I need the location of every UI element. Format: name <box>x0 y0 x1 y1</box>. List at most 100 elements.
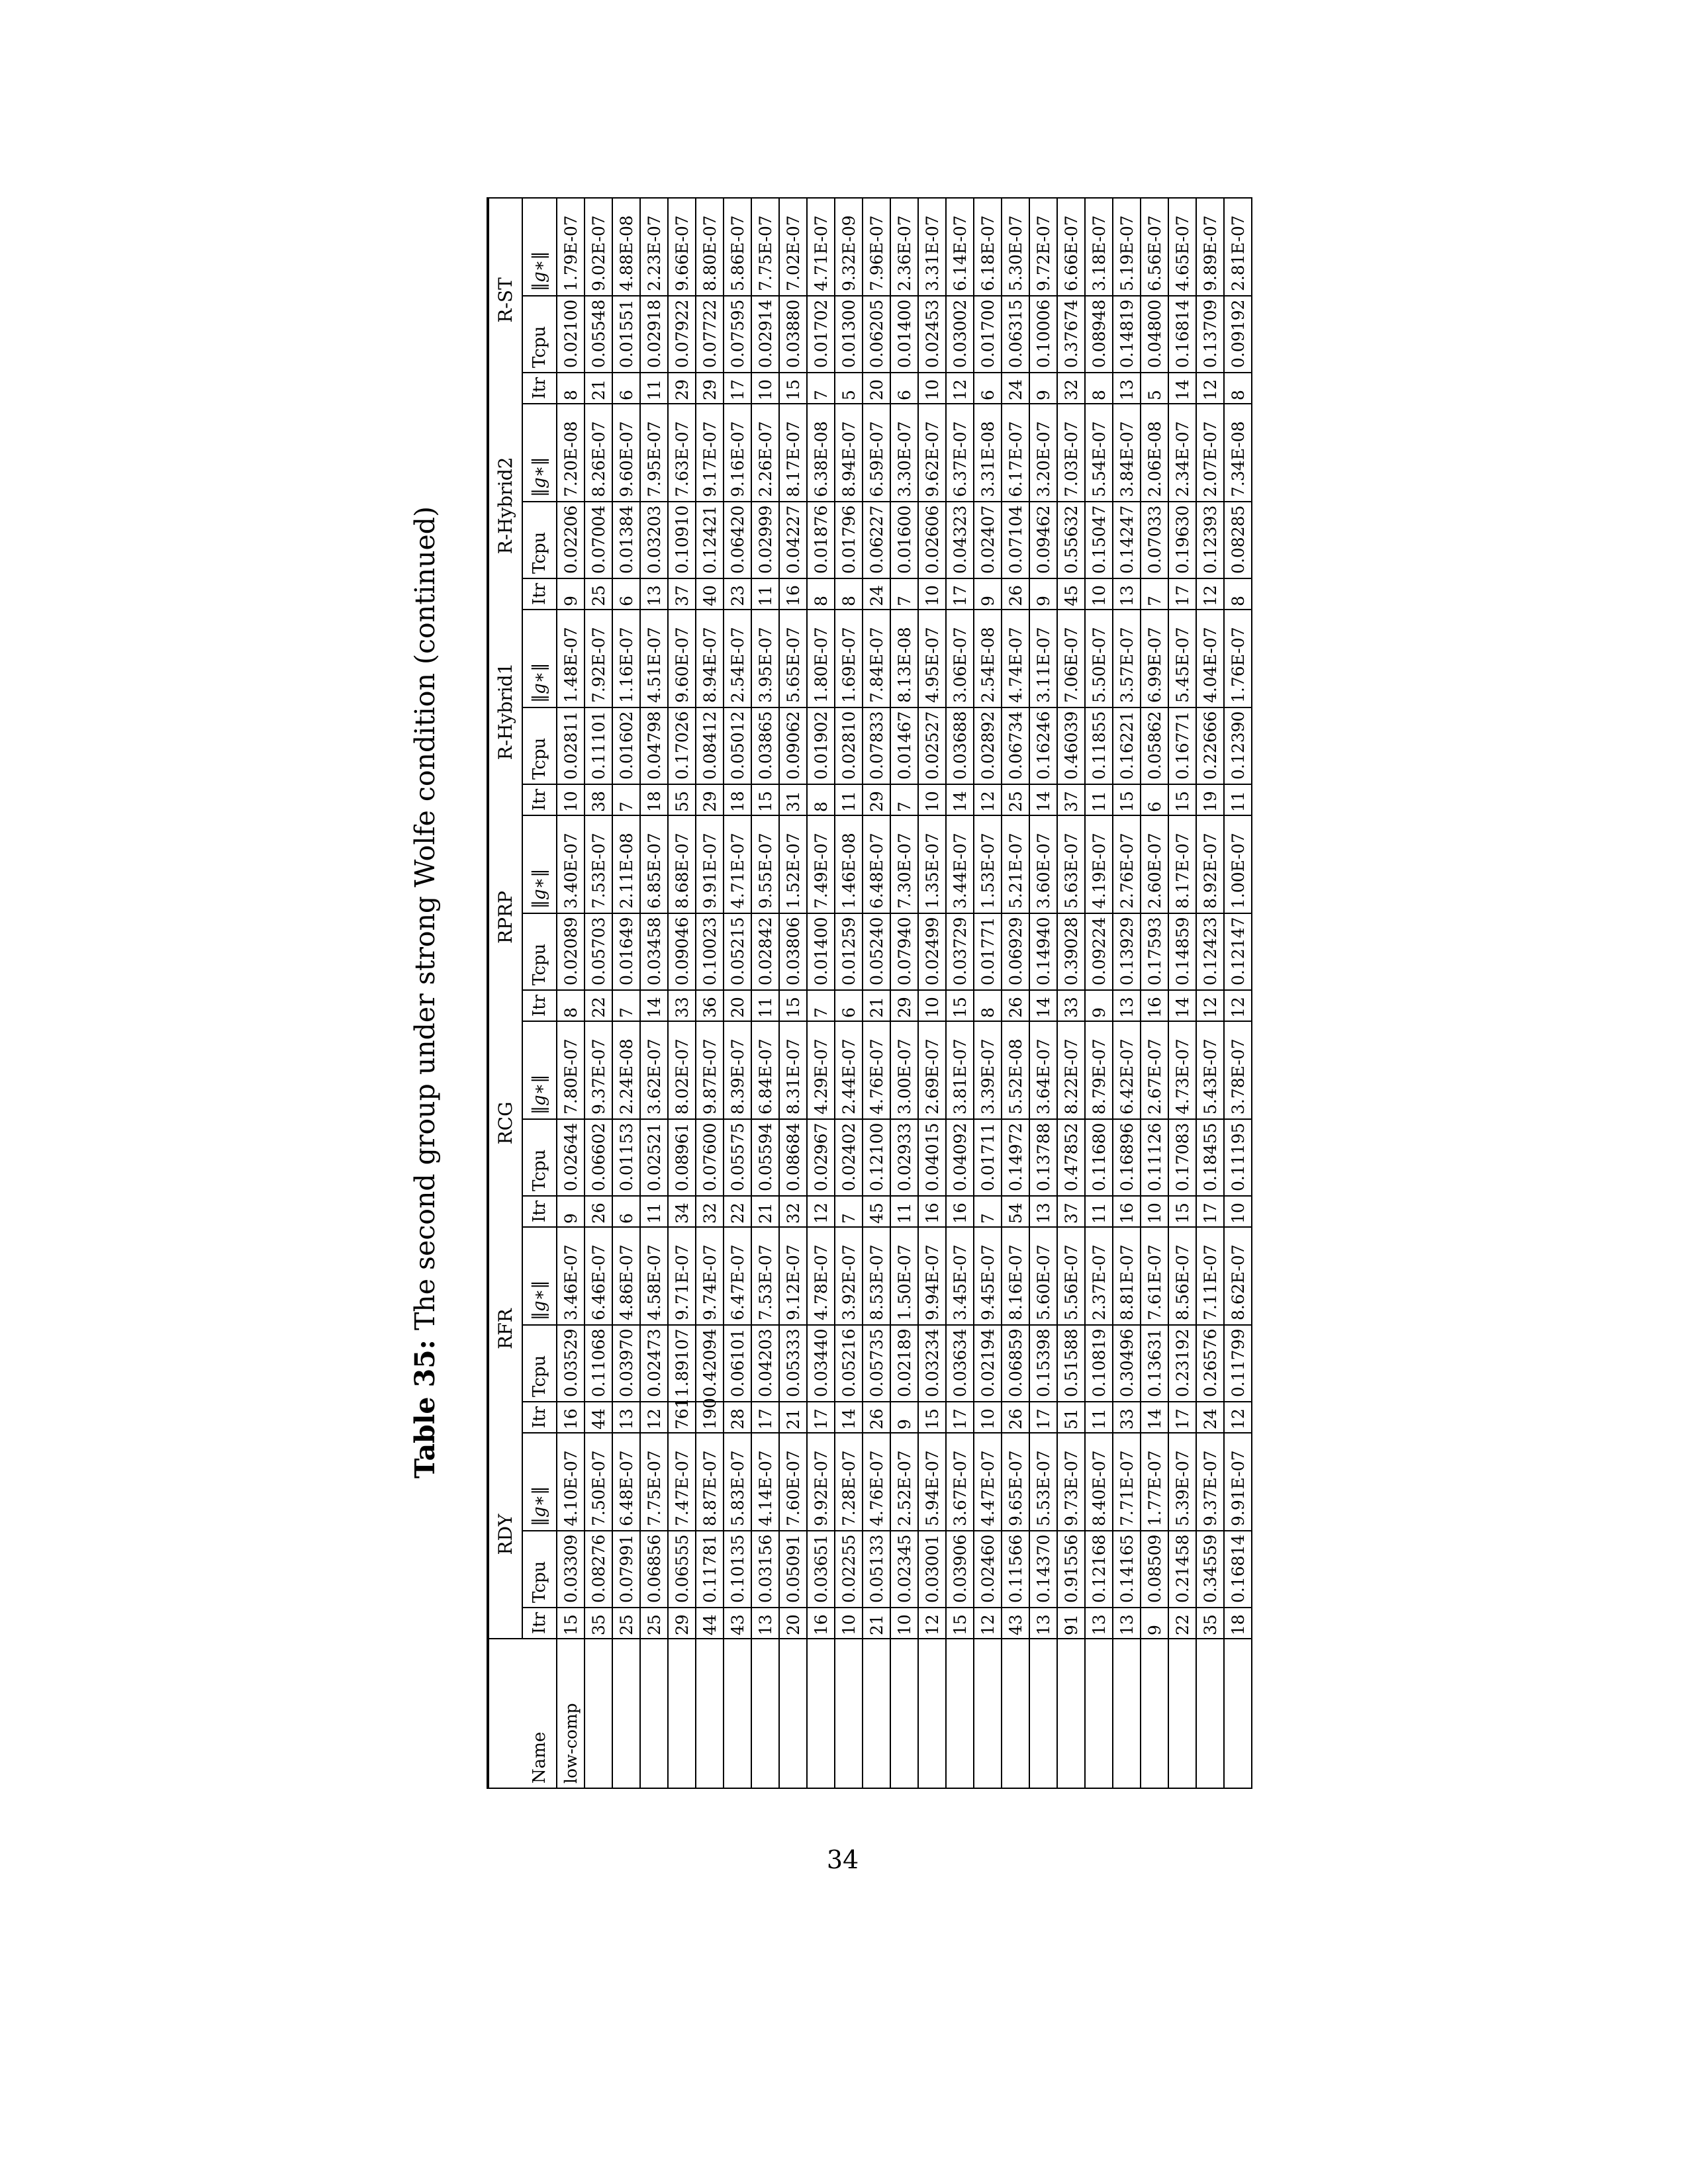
problem-name-cell <box>1168 1639 1196 1788</box>
value-cell-g: 1.76E-07 <box>1224 609 1252 707</box>
value-cell-itr: 10 <box>918 578 946 610</box>
value-cell-itr: 8 <box>1224 372 1252 404</box>
value-cell-g: 3.92E-07 <box>835 1226 863 1325</box>
value-cell-g: 8.92E-07 <box>1196 815 1224 913</box>
value-cell-itr: 8 <box>807 578 835 610</box>
value-cell-g: 5.86E-07 <box>724 197 751 296</box>
value-cell-tcpu: 0.11781 <box>696 1531 724 1608</box>
value-cell-tcpu: 0.05333 <box>779 1324 807 1402</box>
value-cell-tcpu: 0.13631 <box>1141 1324 1168 1402</box>
value-cell-g: 3.00E-07 <box>890 1021 918 1119</box>
value-cell-tcpu: 0.02189 <box>890 1324 918 1402</box>
metric-header-r-hybrid2-g: ‖g∗‖ <box>522 403 557 502</box>
value-cell-g: 8.94E-07 <box>696 609 724 707</box>
group-header-row: RDY RFR RCG RPRP R-Hybrid1 R-Hybrid2 R-ST <box>488 197 522 1788</box>
value-cell-itr: 5 <box>835 372 863 404</box>
value-cell-itr: 17 <box>946 1401 974 1433</box>
value-cell-tcpu: 0.04203 <box>751 1324 779 1402</box>
value-cell-itr: 33 <box>1113 1401 1141 1433</box>
value-cell-tcpu: 0.04227 <box>779 501 807 578</box>
problem-name-cell <box>779 1639 807 1788</box>
metric-header-r-hybrid2-itr: Itr <box>522 578 557 610</box>
problem-name-cell: low-comp <box>557 1639 585 1788</box>
value-cell-tcpu: 0.01384 <box>612 501 640 578</box>
problem-name-cell <box>640 1639 668 1788</box>
value-cell-itr: 37 <box>1057 784 1085 815</box>
value-cell-g: 2.54E-07 <box>724 609 751 707</box>
value-cell-g: 4.29E-07 <box>807 1021 835 1119</box>
value-cell-itr: 9 <box>557 578 585 610</box>
value-cell-itr: 10 <box>1085 578 1113 610</box>
table-row: 22 0.21458 5.39E-07 17 0.23192 8.56E-07 15 0.17… <box>1168 197 1196 1788</box>
value-cell-itr: 14 <box>1029 784 1057 815</box>
value-cell-itr: 54 <box>1002 1195 1029 1227</box>
value-cell-g: 3.18E-07 <box>1085 197 1113 296</box>
problem-name-cell <box>1029 1639 1057 1788</box>
value-cell-g: 3.81E-07 <box>946 1021 974 1119</box>
value-cell-tcpu: 0.05216 <box>835 1324 863 1402</box>
value-cell-itr: 15 <box>946 989 974 1021</box>
value-cell-g: 9.60E-07 <box>612 403 640 502</box>
value-cell-tcpu: 0.16814 <box>1224 1531 1252 1608</box>
value-cell-itr: 16 <box>946 1195 974 1227</box>
value-cell-g: 8.26E-07 <box>585 403 612 502</box>
value-cell-g: 9.32E-09 <box>835 197 863 296</box>
value-cell-g: 1.16E-07 <box>612 609 640 707</box>
problem-name-cell <box>974 1639 1002 1788</box>
value-cell-itr: 10 <box>1141 1195 1168 1227</box>
value-cell-itr: 16 <box>557 1401 585 1433</box>
value-cell-tcpu: 0.02499 <box>918 913 946 990</box>
value-cell-itr: 24 <box>1002 372 1029 404</box>
problem-name-cell <box>890 1639 918 1788</box>
value-cell-g: 6.17E-07 <box>1002 403 1029 502</box>
value-cell-g: 8.56E-07 <box>1168 1226 1196 1325</box>
value-cell-tcpu: 0.05575 <box>724 1118 751 1196</box>
value-cell-itr: 32 <box>779 1195 807 1227</box>
value-cell-g: 4.95E-07 <box>918 609 946 707</box>
value-cell-g: 5.60E-07 <box>1029 1226 1057 1325</box>
value-cell-g: 4.88E-08 <box>612 197 640 296</box>
value-cell-g: 9.73E-07 <box>1057 1432 1085 1531</box>
metric-header-rdy-tcpu: Tcpu <box>522 1531 557 1608</box>
value-cell-itr: 13 <box>1029 1608 1057 1639</box>
value-cell-itr: 51 <box>1057 1401 1085 1433</box>
metric-header-rdy-itr: Itr <box>522 1608 557 1639</box>
value-cell-g: 8.81E-07 <box>1113 1226 1141 1325</box>
value-cell-tcpu: 0.14940 <box>1029 913 1057 990</box>
value-cell-tcpu: 0.01771 <box>974 913 1002 990</box>
value-cell-tcpu: 0.07004 <box>585 501 612 578</box>
value-cell-tcpu: 0.08285 <box>1224 501 1252 578</box>
value-cell-g: 2.69E-07 <box>918 1021 946 1119</box>
problem-name-cell <box>1141 1639 1168 1788</box>
value-cell-tcpu: 0.02892 <box>974 707 1002 784</box>
value-cell-tcpu: 0.09062 <box>779 707 807 784</box>
value-cell-tcpu: 0.02089 <box>557 913 585 990</box>
value-cell-itr: 8 <box>1085 372 1113 404</box>
value-cell-g: 7.06E-07 <box>1057 609 1085 707</box>
value-cell-tcpu: 0.07991 <box>612 1531 640 1608</box>
value-cell-g: 4.86E-07 <box>612 1226 640 1325</box>
value-cell-itr: 19 <box>1196 784 1224 815</box>
value-cell-g: 3.46E-07 <box>557 1226 585 1325</box>
value-cell-itr: 20 <box>779 1608 807 1639</box>
value-cell-itr: 12 <box>640 1401 668 1433</box>
value-cell-tcpu: 0.17593 <box>1141 913 1168 990</box>
metric-header-r-st-itr: Itr <box>522 372 557 404</box>
value-cell-g: 6.99E-07 <box>1141 609 1168 707</box>
value-cell-tcpu: 0.06420 <box>724 501 751 578</box>
value-cell-itr: 15 <box>1168 784 1196 815</box>
value-cell-g: 7.03E-07 <box>1057 403 1085 502</box>
value-cell-itr: 11 <box>835 784 863 815</box>
value-cell-g: 4.14E-07 <box>751 1432 779 1531</box>
table-row: 13 0.14165 7.71E-07 33 0.30496 8.81E-07 16 0.16… <box>1113 197 1141 1788</box>
value-cell-itr: 55 <box>668 784 696 815</box>
value-cell-tcpu: 0.03440 <box>807 1324 835 1402</box>
value-cell-g: 3.30E-07 <box>890 403 918 502</box>
value-cell-tcpu: 0.02255 <box>835 1531 863 1608</box>
value-cell-itr: 17 <box>1168 578 1196 610</box>
value-cell-tcpu: 0.07033 <box>1141 501 1168 578</box>
group-header-rfr: RFR <box>488 1226 522 1433</box>
value-cell-tcpu: 0.08276 <box>585 1531 612 1608</box>
value-cell-itr: 6 <box>974 372 1002 404</box>
value-cell-itr: 32 <box>696 1195 724 1227</box>
